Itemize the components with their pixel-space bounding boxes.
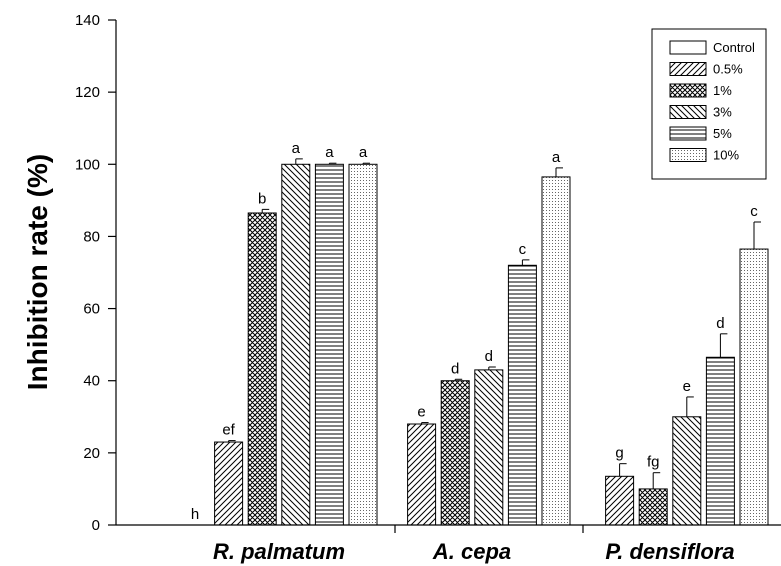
significance-letter: a [325,144,334,161]
legend-swatch [669,83,707,98]
bar [348,163,378,526]
significance-letter: e [417,404,425,421]
bar [739,248,769,526]
category-label: R. palmatum [213,539,345,564]
significance-letter: d [451,360,459,377]
significance-letter: d [485,348,493,365]
legend-label: Control [713,40,755,55]
y-axis-title: Inhibition rate (%) [22,154,53,390]
significance-letter: ef [222,422,235,439]
category-label: P. densiflora [605,539,734,564]
y-tick-label: 40 [83,373,100,390]
significance-letter: h [191,506,199,523]
legend: Control 0.5% 1% 3% 5% 10% [651,28,767,180]
bar [541,176,571,526]
legend-swatch [669,148,707,162]
y-axis: 0 20 40 60 80 100 120 140 [75,12,117,534]
y-tick-label: 80 [83,228,100,245]
bar [705,356,735,526]
bar [281,163,311,526]
legend-label: 0.5% [713,62,743,77]
bar [672,416,702,526]
legend-swatch [669,126,707,141]
bar [638,488,668,526]
legend-swatch [669,105,707,119]
y-tick-label: 120 [75,84,100,101]
significance-letter: fg [647,454,660,471]
y-tick-label: 100 [75,156,100,173]
x-axis: R. palmatum A. cepa P. densiflora [116,524,781,564]
significance-letter: c [519,241,527,258]
significance-letter: b [258,190,266,207]
y-tick-label: 60 [83,301,100,318]
significance-letter: d [716,315,724,332]
significance-letter: e [683,378,691,395]
y-tick-label: 0 [92,517,100,534]
category-label: A. cepa [432,539,511,564]
legend-label: 5% [713,126,732,141]
y-tick-label: 20 [83,445,100,462]
y-tick-label: 140 [75,12,100,29]
legend-label: 10% [713,148,739,163]
significance-letter: g [615,445,623,462]
significance-letter: a [292,140,301,157]
bar [507,264,537,526]
bars: h ef b a a a e d d c a g fg e d c [191,140,769,526]
legend-label: 1% [713,83,732,98]
bar [440,380,470,526]
bar [605,475,635,526]
legend-swatch [669,62,707,76]
bar [214,441,244,526]
legend-swatch [669,40,707,55]
bar [247,212,277,526]
bar [474,369,504,526]
significance-letter: a [552,149,561,166]
bar [407,423,437,526]
significance-letter: c [750,203,758,220]
legend-label: 3% [713,105,732,120]
bar [314,163,344,526]
significance-letter: a [359,144,368,161]
